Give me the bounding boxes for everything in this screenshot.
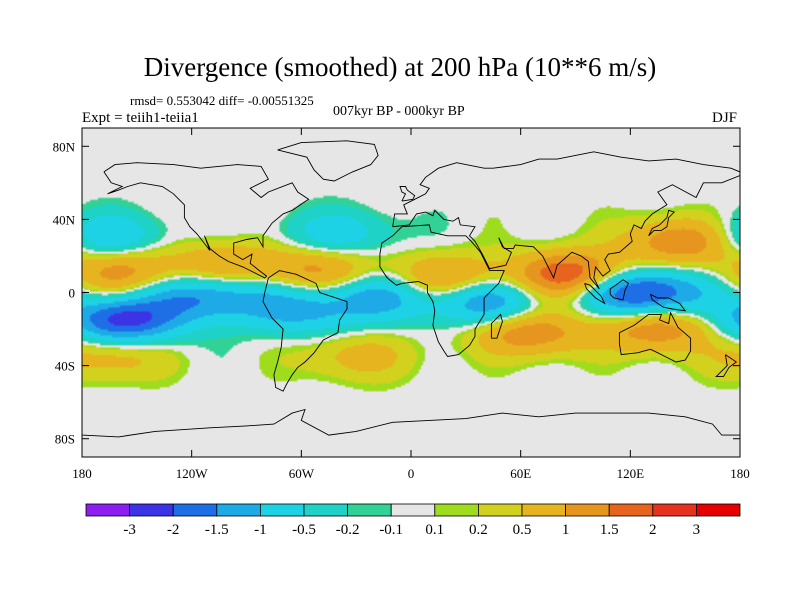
x-tick-label: 120W [176,466,209,481]
x-tick-label: 180 [730,466,750,481]
y-tick-label: 40S [55,359,75,374]
colorbar-swatch [696,503,741,517]
chart-title: Divergence (smoothed) at 200 hPa (10**6 … [143,52,657,82]
x-tick-label: 60E [510,466,531,481]
divergence-field [82,128,740,457]
north-america-coast [103,162,310,279]
coastlines [82,140,740,438]
season-label: DJF [712,110,738,126]
x-tick-label: 60W [289,466,315,481]
colorbar-label: -1.5 [205,522,229,538]
japan-coast [648,209,676,237]
uk-coast [399,186,416,202]
new-guinea-coast [649,293,687,312]
colorbar-label: 0.5 [513,522,532,538]
x-tick-label: 120E [617,466,645,481]
colorbar-label: 3 [693,522,701,538]
colorbar-swatch [565,503,610,517]
madagascar-coast [490,313,503,339]
x-tick-label: 0 [408,466,415,481]
sumatra-coast [584,282,606,305]
colorbar-label: 1.5 [600,522,619,538]
antarctica-coast [82,408,740,438]
south-america-coast [262,270,348,392]
colorbar-label: -0.5 [292,522,316,538]
colorbar-swatch [172,503,218,517]
new-zealand-coast [715,354,738,378]
period-label: 007kyr BP - 000kyr BP [333,104,465,119]
x-tick-label: 180 [72,466,92,481]
colorbar-swatch [434,503,479,517]
colorbar: -3 -2 -1.5 -1 -0.5 -0.2 -0.1 0.1 0.2 0.5 1 1.5 2 3 [85,503,741,538]
y-tick-label: 80N [53,139,76,154]
y-tick-label: 0 [69,286,76,301]
africa-coast [379,224,505,357]
eurasia-coast [392,151,740,290]
colorbar-swatch [85,503,130,517]
colorbar-swatch [608,503,654,517]
colorbar-swatch [129,503,174,517]
colorbar-label: 0.2 [469,522,488,538]
colorbar-swatch [390,503,436,517]
y-tick-label: 40N [53,212,76,227]
x-axis: 180 120W 60W 0 60E 120E 180 [72,128,750,481]
stats-text: rmsd= 0.553042 diff= -0.00551325 [130,93,314,108]
colorbar-label: -0.1 [379,522,403,538]
colorbar-swatch [652,503,697,517]
colorbar-swatch [303,503,348,517]
colorbar-swatch [259,503,305,517]
experiment-label: Expt = teiih1-teiia1 [82,110,199,126]
colorbar-swatch [521,503,566,517]
colorbar-label: 2 [649,522,657,538]
colorbar-swatch [216,503,261,517]
colorbar-label: -1 [254,522,267,538]
colorbar-label: -3 [123,522,136,538]
colorbar-label: -2 [167,522,180,538]
y-axis: 80N 40N 0 40S 80S [53,139,740,447]
colorbar-label: 1 [562,522,570,538]
colorbar-swatch [477,503,523,517]
y-tick-label: 80S [55,432,75,447]
greenland-coast [277,140,379,182]
colorbar-swatch [347,503,392,517]
colorbar-label: -0.2 [336,522,360,538]
australia-coast [618,311,692,363]
borneo-coast [609,279,630,301]
colorbar-label: 0.1 [425,522,444,538]
